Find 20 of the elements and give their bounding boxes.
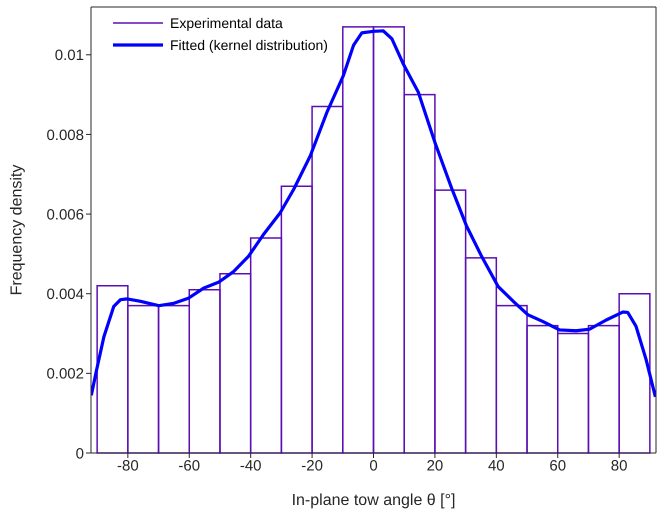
x-tick-label: 60 bbox=[549, 458, 566, 475]
x-tick-label: 40 bbox=[488, 458, 505, 475]
y-tick-label: 0.004 bbox=[46, 286, 84, 304]
x-tick-label: 0 bbox=[369, 458, 378, 475]
y-tick-label: 0.008 bbox=[46, 126, 84, 144]
y-tick-label: 0 bbox=[76, 445, 84, 462]
x-tick-label: -40 bbox=[240, 458, 262, 475]
x-tick-label: -20 bbox=[301, 458, 323, 475]
x-tick-label: -80 bbox=[117, 458, 139, 475]
x-tick-label: 20 bbox=[426, 458, 444, 475]
x-axis-title: In-plane tow angle θ [°] bbox=[292, 492, 456, 509]
x-tick-label: -60 bbox=[178, 458, 200, 475]
x-tick-label: 80 bbox=[610, 458, 628, 475]
y-tick-label: 0.006 bbox=[46, 206, 84, 224]
y-axis-title: Frequency density bbox=[8, 164, 26, 296]
y-tick-label: 0.01 bbox=[54, 47, 84, 64]
legend-label: Experimental data bbox=[170, 14, 283, 33]
y-tick-label: 0.002 bbox=[46, 366, 84, 383]
line-series bbox=[91, 29, 656, 398]
legend-label: Fitted (kernel distribution) bbox=[170, 36, 328, 55]
